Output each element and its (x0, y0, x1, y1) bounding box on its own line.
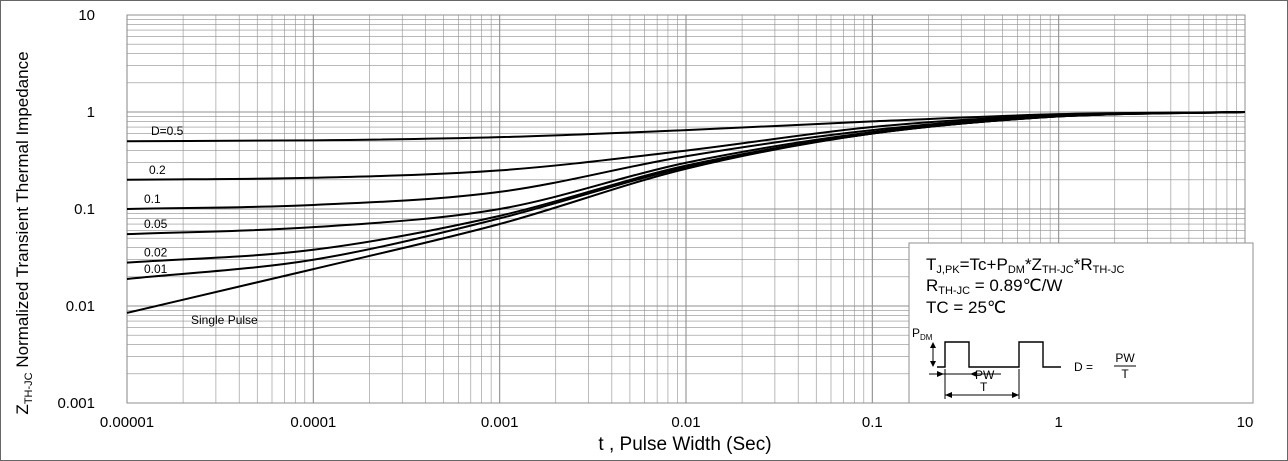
pulse-waveform (937, 341, 1061, 368)
y-tick-label: 0.01 (66, 298, 95, 315)
duty-labels: D=0.5 0.2 0.1 0.05 0.02 0.01 Single Pulse (144, 124, 258, 327)
y-axis-label-main: Z (13, 404, 32, 414)
ann1-c: *Z (1025, 255, 1042, 274)
t-arrow-head-b (1012, 392, 1019, 398)
series-label: 0.2 (149, 163, 166, 177)
ann1-a-sub: J,PK (936, 264, 960, 276)
series-label: 0.05 (144, 217, 168, 231)
pdm-arrow-head-up (930, 342, 936, 348)
x-tick-label: 10 (1237, 414, 1254, 431)
pw-arrow-head-b (970, 371, 977, 377)
y-tick-label: 10 (78, 7, 95, 24)
series-label: 0.1 (144, 192, 161, 206)
ann1-b: =Tc+P (960, 255, 1008, 274)
annotation-line-1: TJ,PK=Tc+PDM*ZTH-JC*RTH-JC (926, 255, 1124, 276)
y-axis-label-rest: Normalized Transient Thermal Impedance (13, 51, 32, 372)
x-tick-label: 0.0001 (290, 414, 336, 431)
series-label: D=0.5 (151, 124, 184, 138)
pdm-a: P (912, 326, 920, 340)
series-line (126, 111, 1246, 314)
tick-labels: 0.00001 0.0001 0.001 0.01 0.1 1 10 10 1 0.1 0.01 0.… (57, 7, 1253, 431)
x-tick-label: 0.00001 (100, 414, 154, 431)
x-tick-label: 1 (1054, 414, 1062, 431)
curves (126, 111, 1246, 314)
y-tick-label: 1 (87, 104, 95, 121)
ann2-a-sub: TH-JC (938, 285, 970, 297)
pdm-arrow-head-down (930, 361, 936, 367)
ann2-b: = 0.89℃/W (970, 276, 1062, 295)
x-axis-label: t , Pulse Width (Sec) (598, 434, 771, 455)
x-tick-label: 0.001 (481, 414, 519, 431)
y-tick-label: 0.1 (74, 201, 95, 218)
y-axis-label-sub: TH-JC (23, 372, 35, 404)
x-tick-label: 0.1 (862, 414, 883, 431)
y-tick-label: 0.001 (57, 395, 95, 412)
annotation-line-2: RTH-JC = 0.89℃/W (926, 276, 1062, 297)
annotation-line-3: TC = 25℃ (926, 298, 1006, 317)
pw-arrow-head-a (937, 371, 944, 377)
ann1-b-sub: DM (1008, 264, 1025, 276)
formula-lhs: D = (1074, 360, 1093, 374)
ann1-c-sub: TH-JC (1042, 264, 1074, 276)
ann1-d-sub: TH-JC (1093, 264, 1125, 276)
t-arrow-head-a (945, 392, 952, 398)
series-label: 0.02 (144, 246, 168, 260)
pdm-sub: DM (920, 333, 933, 342)
annotation-background (908, 242, 1254, 404)
formula-denominator: T (1121, 367, 1129, 381)
ann2-a: R (926, 276, 938, 295)
t-label: T (980, 380, 988, 394)
y-axis-label: ZTH-JC Normalized Transient Thermal Impe… (13, 51, 35, 414)
ann1-a: T (926, 255, 936, 274)
ann1-d: *R (1074, 255, 1093, 274)
pw-label: PW (975, 368, 995, 382)
x-tick-label: 0.01 (671, 414, 700, 431)
formula-numerator: PW (1115, 351, 1135, 365)
series-label: 0.01 (144, 262, 168, 276)
annotation-box: TJ,PK=Tc+PDM*ZTH-JC*RTH-JC RTH-JC = 0.89… (908, 242, 1254, 404)
pdm-label: PDM (912, 326, 933, 342)
series-label: Single Pulse (191, 313, 258, 327)
